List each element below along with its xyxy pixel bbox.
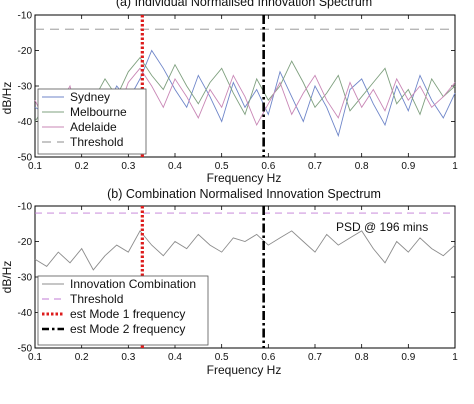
legend-label: Adelaide <box>70 120 117 134</box>
panel-a-x-label: Frequency Hz <box>207 171 282 185</box>
legend-label: Melbourne <box>70 105 127 119</box>
x-tick-label: 0.9 <box>401 161 415 172</box>
panel-a-legend-box <box>37 88 147 155</box>
panel-a: (a) Individual Normalised Innovation Spe… <box>0 0 458 185</box>
y-tick-label: -50 <box>18 344 33 355</box>
panel-b-y-label: dB/Hz <box>0 261 14 294</box>
panel-b: (b) Combination Normalised Innovation Sp… <box>0 187 458 377</box>
panel-b-title: (b) Combination Normalised Innovation Sp… <box>107 187 381 201</box>
x-tick-label: 0.7 <box>308 161 322 172</box>
y-tick-label: -30 <box>18 82 33 93</box>
x-tick-label: 0.2 <box>75 352 89 363</box>
x-tick-label: 1 <box>452 161 458 172</box>
y-tick-label: -40 <box>18 117 33 128</box>
x-tick-label: 0.3 <box>121 161 135 172</box>
y-tick-label: -30 <box>18 273 33 284</box>
x-tick-label: 0.4 <box>168 352 182 363</box>
x-tick-label: 0.6 <box>261 352 275 363</box>
legend-label: Threshold <box>70 135 123 149</box>
x-tick-label: 0.3 <box>121 352 135 363</box>
panel-b-legend-box <box>37 275 209 346</box>
x-tick-label: 0.8 <box>355 161 369 172</box>
panel-a-ticks: 0.1 0.2 0.3 0.4 0.5 0.6 0.7 0.8 0.9 1 -50 -40 -30 -20… <box>18 11 459 173</box>
series-line-innovation-combination <box>34 230 456 271</box>
legend-label: Threshold <box>70 292 123 306</box>
y-tick-label: -40 <box>18 308 33 319</box>
panel-a-y-label: dB/Hz <box>0 82 14 115</box>
y-tick-label: -10 <box>18 202 33 213</box>
legend-label: est Mode 2 frequency <box>70 322 185 336</box>
panel-b-series <box>34 212 456 271</box>
series-line-melbourne <box>34 56 456 122</box>
legend-label: Sydney <box>70 90 110 104</box>
legend-label: est Mode 1 frequency <box>70 307 185 321</box>
x-tick-label: 0.4 <box>168 161 182 172</box>
y-tick-label: -10 <box>18 11 33 22</box>
x-tick-label: 0.1 <box>28 352 42 363</box>
y-tick-label: -20 <box>18 237 33 248</box>
x-tick-label: 0.1 <box>28 161 42 172</box>
x-tick-label: 0.5 <box>215 352 229 363</box>
panel-a-title: (a) Individual Normalised Innovation Spe… <box>116 0 372 9</box>
x-tick-label: 0.9 <box>401 352 415 363</box>
x-tick-label: 0.5 <box>215 161 229 172</box>
x-tick-label: 1 <box>452 352 458 363</box>
y-tick-label: -20 <box>18 46 33 57</box>
panel-b-x-label: Frequency Hz <box>207 363 282 377</box>
panel-b-annotation: PSD @ 196 mins <box>336 220 428 234</box>
x-tick-label: 0.7 <box>308 352 322 363</box>
y-tick-label: -50 <box>18 153 33 164</box>
x-tick-label: 0.2 <box>75 161 89 172</box>
x-tick-label: 0.6 <box>261 161 275 172</box>
legend-label: Innovation Combination <box>70 277 196 291</box>
panel-b-ticks: 0.1 0.2 0.3 0.4 0.5 0.6 0.7 0.8 0.9 1 -50 -40 -30 -20… <box>18 202 459 364</box>
x-tick-label: 0.8 <box>355 352 369 363</box>
